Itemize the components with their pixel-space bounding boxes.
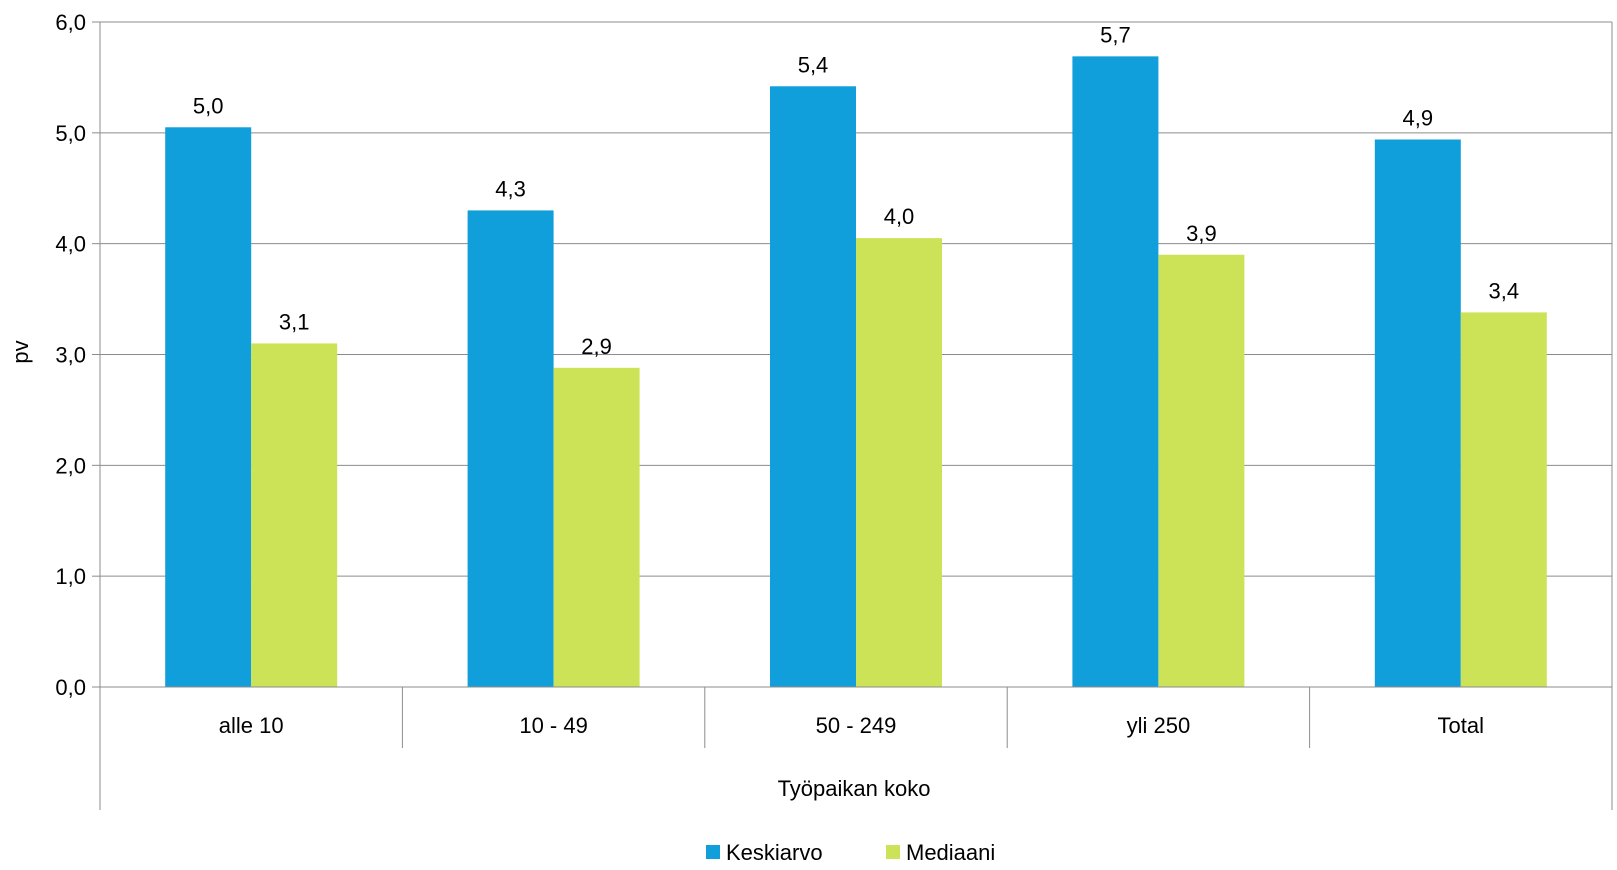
bar-keskiarvo bbox=[1072, 56, 1159, 687]
bar-mediaani bbox=[856, 238, 942, 687]
x-tick-label: alle 10 bbox=[219, 713, 284, 738]
data-label: 4,9 bbox=[1403, 105, 1434, 130]
legend-label-keskiarvo: Keskiarvo bbox=[726, 840, 823, 865]
axes: 0,0 1,0 2,0 3,0 4,0 5,0 6,0 alle 10 10 - 49 50 - … bbox=[55, 10, 1613, 810]
data-label: 3,4 bbox=[1489, 278, 1520, 303]
x-tick-label: 10 - 49 bbox=[519, 713, 588, 738]
data-label: 3,9 bbox=[1186, 221, 1217, 246]
legend: Keskiarvo Mediaani bbox=[706, 840, 995, 865]
y-tick-label: 1,0 bbox=[55, 564, 86, 589]
legend-label-mediaani: Mediaani bbox=[906, 840, 995, 865]
bar-mediaani bbox=[553, 367, 640, 687]
legend-swatch-mediaani bbox=[886, 845, 900, 859]
data-label: 5,0 bbox=[193, 93, 224, 118]
data-label: 5,7 bbox=[1100, 22, 1131, 47]
bars bbox=[165, 56, 1547, 688]
y-tick-label: 3,0 bbox=[55, 343, 86, 368]
data-label: 2,9 bbox=[581, 334, 612, 359]
legend-swatch-keskiarvo bbox=[706, 845, 720, 859]
x-tick-label: yli 250 bbox=[1127, 713, 1191, 738]
data-labels: 5,0 3,1 4,3 2,9 5,4 4,0 5,7 3,9 4,9 3,4 bbox=[193, 22, 1519, 358]
y-tick-label: 0,0 bbox=[55, 675, 86, 700]
x-tick-label: Total bbox=[1438, 713, 1484, 738]
data-label: 5,4 bbox=[798, 52, 829, 77]
x-axis-title: Työpaikan koko bbox=[778, 776, 931, 801]
data-label: 4,3 bbox=[495, 176, 526, 201]
bar-mediaani bbox=[1460, 312, 1547, 687]
data-label: 3,1 bbox=[279, 309, 310, 334]
y-axis-title: pv bbox=[8, 340, 33, 363]
y-tick-label: 5,0 bbox=[55, 121, 86, 146]
bar-keskiarvo bbox=[467, 210, 554, 687]
y-tick-label: 2,0 bbox=[55, 453, 86, 478]
data-label: 4,0 bbox=[884, 204, 915, 229]
y-tick-label: 4,0 bbox=[55, 232, 86, 257]
bar-mediaani bbox=[251, 343, 338, 687]
x-tick-label: 50 - 249 bbox=[816, 713, 897, 738]
bar-keskiarvo bbox=[770, 86, 856, 688]
y-tick-label: 6,0 bbox=[55, 10, 86, 35]
bar-keskiarvo bbox=[165, 127, 252, 687]
bar-mediaani bbox=[1158, 254, 1245, 687]
bar-keskiarvo bbox=[1374, 139, 1461, 687]
